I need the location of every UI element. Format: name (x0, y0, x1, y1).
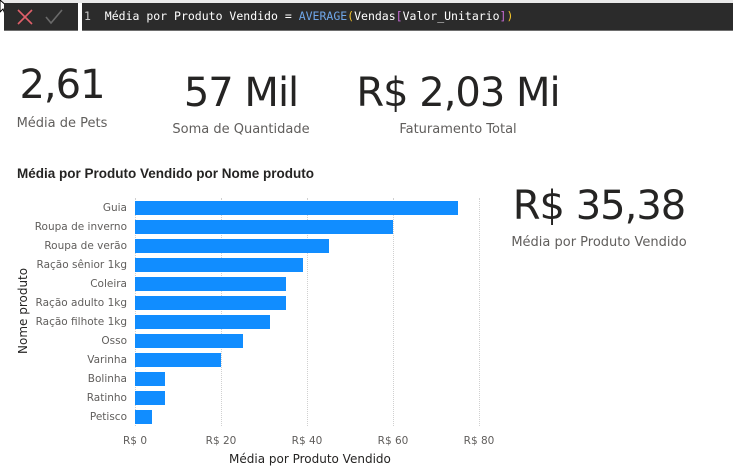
bar[interactable] (135, 391, 166, 405)
card-label: Média por Produto Vendido (511, 235, 687, 250)
card-value: 57 Mil (183, 70, 299, 116)
category-label: Roupa de verão (44, 240, 127, 252)
bar[interactable] (135, 334, 243, 348)
y-axis-title: Nome produto (16, 267, 30, 354)
card-value: R$ 35,38 (512, 183, 686, 229)
gridline (221, 198, 222, 426)
category-label: Ração filhote 1kg (35, 316, 127, 328)
bar[interactable] (135, 201, 458, 215)
card-label: Soma de Quantidade (172, 122, 310, 137)
bar[interactable] (135, 410, 153, 424)
chart-title: Média por Produto Vendido por Nome produ… (17, 166, 314, 181)
category-label: Coleira (90, 278, 127, 290)
card-label: Faturamento Total (399, 122, 517, 137)
bar[interactable] (135, 372, 166, 386)
bar[interactable] (135, 353, 221, 367)
bar[interactable] (135, 296, 286, 310)
category-label: Varinha (87, 354, 127, 366)
open-bracket: [ (395, 9, 403, 23)
category-label: Guia (102, 202, 127, 214)
bar[interactable] (135, 239, 329, 253)
gridline (393, 198, 394, 426)
commit-check-icon[interactable] (44, 8, 64, 26)
category-label: Roupa de inverno (34, 221, 127, 233)
formula-bar-actions (4, 3, 78, 31)
bar[interactable] (135, 277, 286, 291)
function-name: AVERAGE (298, 9, 348, 23)
column-name: Valor_Unitario (402, 9, 500, 23)
line-number: 1 (84, 9, 91, 23)
x-tick: R$ 40 (291, 435, 323, 447)
table-name: Vendas (354, 9, 396, 23)
x-tick: R$ 20 (205, 435, 237, 447)
gridline (307, 198, 308, 426)
open-paren: ( (347, 9, 355, 23)
dax-formula-editor[interactable]: 1 Média por Produto Vendido = AVERAGE(Ve… (82, 3, 733, 31)
gridline (479, 198, 480, 426)
card-label: Média de Pets (16, 116, 108, 131)
close-bracket: ] (499, 9, 507, 23)
category-label: Bolinha (87, 373, 127, 385)
category-label: Petisco (89, 411, 127, 423)
bar[interactable] (135, 258, 303, 272)
x-tick: R$ 80 (463, 435, 495, 447)
equals-operator: = (284, 9, 292, 23)
category-label: Ração sênior 1kg (36, 259, 127, 271)
category-label: Ração adulto 1kg (35, 297, 127, 309)
gridline (135, 198, 136, 426)
bar[interactable] (135, 315, 271, 329)
measure-name: Média por Produto Vendido (104, 9, 278, 23)
category-label: Ratinho (86, 392, 127, 404)
x-tick: R$ 60 (377, 435, 409, 447)
close-paren: ) (506, 9, 514, 23)
x-tick: R$ 0 (123, 435, 147, 447)
card-value: R$ 2,03 Mi (356, 70, 560, 116)
cancel-x-icon[interactable] (16, 8, 34, 26)
formula-bar-top-strip (0, 0, 733, 3)
card-value: 2,61 (19, 62, 105, 108)
x-axis-title: Média por Produto Vendido (229, 452, 391, 466)
category-label: Osso (101, 335, 127, 347)
bar[interactable] (135, 220, 393, 234)
